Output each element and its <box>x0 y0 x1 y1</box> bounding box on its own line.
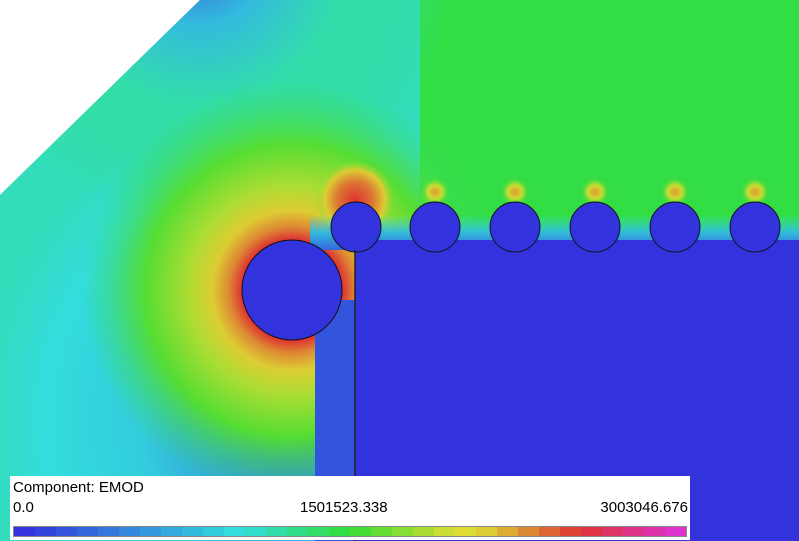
small-hole-4[interactable] <box>569 201 621 253</box>
legend-title: Component: EMOD <box>13 479 144 496</box>
legend-color-bar <box>13 526 687 537</box>
legend-swatch <box>560 527 581 536</box>
small-hole-2[interactable] <box>409 201 461 253</box>
legend-swatch <box>497 527 518 536</box>
legend-swatch <box>35 527 56 536</box>
small-hole-1[interactable] <box>330 201 382 253</box>
legend-swatch <box>245 527 266 536</box>
small-hole-6[interactable] <box>729 201 781 253</box>
legend-swatch <box>140 527 161 536</box>
legend-swatch <box>98 527 119 536</box>
small-hole-3[interactable] <box>489 201 541 253</box>
legend-swatch <box>518 527 539 536</box>
large-hole[interactable] <box>241 239 343 341</box>
legend-swatch <box>455 527 476 536</box>
legend-swatch <box>56 527 77 536</box>
hotspot-2 <box>421 178 449 206</box>
legend-swatch <box>392 527 413 536</box>
holes <box>241 201 781 341</box>
legend-min-value: 0.0 <box>13 499 34 516</box>
legend-swatch <box>476 527 497 536</box>
legend-swatch <box>350 527 371 536</box>
legend-swatch <box>329 527 350 536</box>
legend-swatch <box>287 527 308 536</box>
hotspot-6 <box>741 178 769 206</box>
legend-swatch <box>644 527 665 536</box>
legend-swatch <box>224 527 245 536</box>
legend-swatch <box>266 527 287 536</box>
legend-swatch <box>308 527 329 536</box>
hotspot-3 <box>501 178 529 206</box>
legend-mid-value: 1501523.338 <box>300 499 388 516</box>
legend-swatch <box>539 527 560 536</box>
legend-swatch <box>77 527 98 536</box>
legend-swatch <box>371 527 392 536</box>
legend-max-value: 3003046.676 <box>600 499 688 516</box>
legend-swatch <box>623 527 644 536</box>
legend-swatch <box>602 527 623 536</box>
small-hole-5[interactable] <box>649 201 701 253</box>
legend-swatch <box>182 527 203 536</box>
legend-swatch <box>203 527 224 536</box>
legend-swatch <box>161 527 182 536</box>
legend-swatch <box>434 527 455 536</box>
hotspot-5 <box>661 178 689 206</box>
legend-swatch <box>14 527 35 536</box>
legend-swatch <box>413 527 434 536</box>
hotspot-4 <box>581 178 609 206</box>
color-legend: Component: EMOD 0.0 1501523.338 3003046.… <box>10 476 690 540</box>
legend-swatch <box>119 527 140 536</box>
legend-swatch <box>581 527 602 536</box>
legend-swatch <box>665 527 686 536</box>
